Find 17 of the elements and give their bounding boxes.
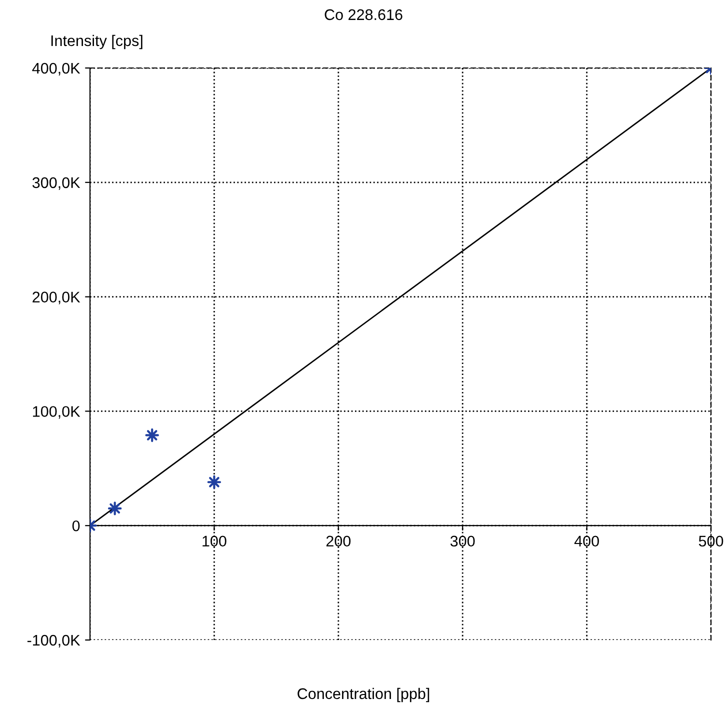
x-tick-label: 100	[202, 536, 226, 547]
x-tick-label: 300	[450, 536, 475, 547]
point	[207, 475, 222, 489]
y-tick-label: -100,0K	[27, 634, 80, 648]
point	[145, 428, 159, 442]
x-tick-label: 400	[574, 536, 599, 547]
point	[108, 502, 122, 516]
y-tick-label: 200,0K	[32, 292, 80, 304]
y-tick-label: 400,0K	[32, 62, 80, 76]
y-tick-label: 100,0K	[33, 406, 80, 419]
x-axis-title: Concentration [ppb]	[298, 688, 430, 702]
y-tick-label: 0	[72, 520, 80, 532]
x-tick-label: 200	[326, 536, 351, 547]
chart-title: Co 228.616	[324, 9, 402, 20]
x-tick-label: 500	[698, 536, 724, 547]
y-axis-title: Intensity [cps]	[51, 34, 142, 50]
y-tick-label: 300,0K	[32, 177, 80, 190]
